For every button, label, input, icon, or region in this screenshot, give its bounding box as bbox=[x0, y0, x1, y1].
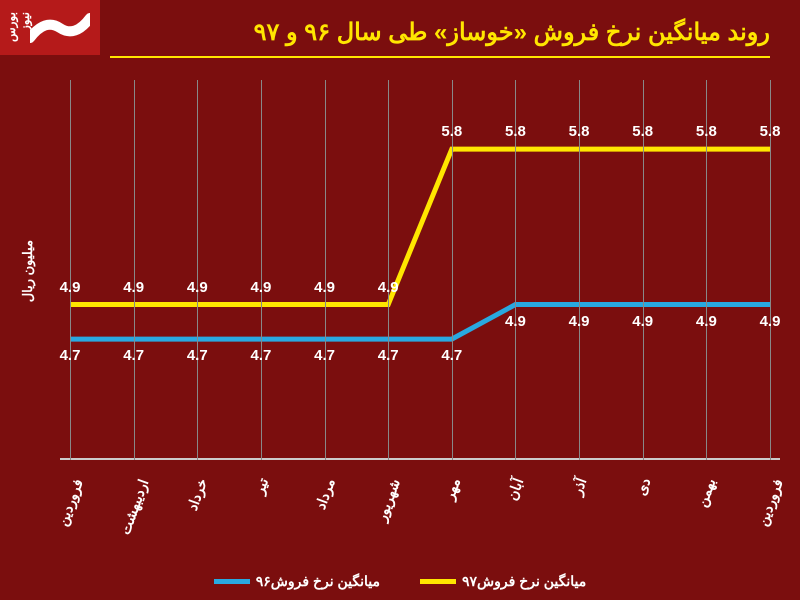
data-label: 4.7 bbox=[314, 347, 335, 364]
grid-line bbox=[197, 80, 198, 460]
data-label: 4.7 bbox=[187, 347, 208, 364]
legend-item-97: میانگین نرخ فروش۹۷ bbox=[420, 573, 586, 590]
data-label: 4.9 bbox=[696, 313, 717, 330]
data-label: 4.7 bbox=[123, 347, 144, 364]
x-axis-label: خرداد bbox=[184, 476, 210, 512]
legend-item-96: میانگین نرخ فروش۹۶ bbox=[214, 573, 380, 590]
data-label: 5.8 bbox=[760, 123, 781, 140]
x-axis-label: بهمن bbox=[694, 476, 719, 509]
title-underline bbox=[110, 56, 770, 58]
grid-line bbox=[134, 80, 135, 460]
grid-line bbox=[261, 80, 262, 460]
data-label: 4.9 bbox=[632, 313, 653, 330]
series-line bbox=[70, 149, 770, 304]
logo-text: بورس نیوز bbox=[4, 12, 32, 55]
data-label: 5.8 bbox=[441, 123, 462, 140]
x-axis-label: مهر bbox=[441, 476, 463, 502]
data-label: 4.9 bbox=[123, 279, 144, 296]
data-label: 5.8 bbox=[569, 123, 590, 140]
chart-title: روند میانگین نرخ فروش «خوساز» طی سال ۹۶ … bbox=[254, 18, 770, 47]
legend-label-96: میانگین نرخ فروش۹۶ bbox=[256, 573, 380, 590]
data-label: 4.9 bbox=[60, 279, 81, 296]
data-label: 4.9 bbox=[187, 279, 208, 296]
data-label: 4.7 bbox=[441, 347, 462, 364]
chart-lines bbox=[60, 80, 780, 460]
data-label: 5.8 bbox=[632, 123, 653, 140]
x-axis-label: دی bbox=[632, 476, 653, 498]
x-axis-label: فروردین bbox=[54, 477, 86, 528]
logo-wave-icon bbox=[30, 8, 90, 48]
data-label: 4.7 bbox=[60, 347, 81, 364]
y-axis-label: میلیون ریال bbox=[20, 240, 35, 302]
logo: بورس نیوز bbox=[0, 0, 100, 55]
legend-swatch-96 bbox=[214, 579, 250, 584]
x-axis-label: آذر bbox=[569, 476, 590, 497]
data-label: 5.8 bbox=[696, 123, 717, 140]
x-axis-label: مرداد bbox=[312, 476, 338, 511]
data-label: 4.7 bbox=[250, 347, 271, 364]
legend-label-97: میانگین نرخ فروش۹۷ bbox=[462, 573, 586, 590]
legend: میانگین نرخ فروش۹۷ میانگین نرخ فروش۹۶ bbox=[0, 573, 800, 590]
x-axis-label: اردیبهشت bbox=[116, 477, 151, 537]
chart-area: فروردیناردیبهشتخردادتیرمردادشهریورمهرآبا… bbox=[60, 80, 780, 460]
data-label: 5.8 bbox=[505, 123, 526, 140]
x-axis-label: فروردین bbox=[754, 477, 786, 528]
data-label: 4.9 bbox=[569, 313, 590, 330]
data-label: 4.9 bbox=[314, 279, 335, 296]
data-label: 4.9 bbox=[378, 279, 399, 296]
series-line bbox=[70, 305, 770, 340]
x-axis-label: شهریور bbox=[373, 477, 403, 524]
data-label: 4.7 bbox=[378, 347, 399, 364]
x-axis-label: آبان bbox=[504, 476, 527, 502]
grid-line bbox=[325, 80, 326, 460]
data-label: 4.9 bbox=[505, 313, 526, 330]
data-label: 4.9 bbox=[760, 313, 781, 330]
data-label: 4.9 bbox=[250, 279, 271, 296]
grid-line bbox=[388, 80, 389, 460]
x-axis-label: تیر bbox=[251, 476, 271, 496]
legend-swatch-97 bbox=[420, 579, 456, 584]
grid-line bbox=[70, 80, 71, 460]
